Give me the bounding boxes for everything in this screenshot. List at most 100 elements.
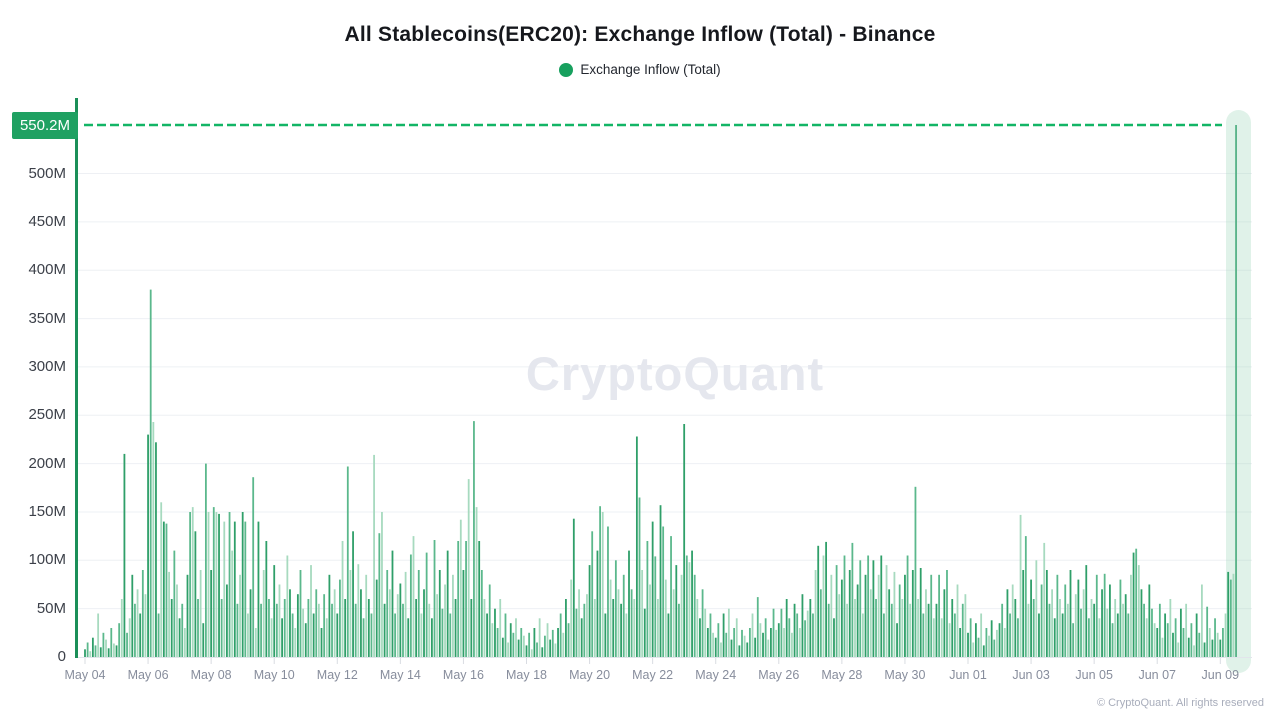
bar[interactable] — [425, 552, 428, 657]
bar[interactable] — [1080, 608, 1082, 657]
bar[interactable] — [262, 570, 265, 657]
bar[interactable] — [1164, 613, 1167, 658]
bar[interactable] — [275, 603, 278, 657]
bar[interactable] — [415, 599, 418, 657]
bar[interactable] — [141, 570, 144, 657]
bar[interactable] — [1156, 628, 1159, 657]
bar[interactable] — [1045, 570, 1048, 657]
bar[interactable] — [488, 584, 491, 658]
bar[interactable] — [360, 589, 362, 657]
bar[interactable] — [693, 574, 696, 657]
bar[interactable] — [299, 570, 302, 657]
bar[interactable] — [1040, 584, 1043, 658]
bar[interactable] — [1085, 565, 1088, 657]
bar[interactable] — [770, 628, 772, 657]
bar[interactable] — [1179, 608, 1182, 657]
bar[interactable] — [128, 618, 131, 657]
bar[interactable] — [825, 541, 827, 657]
bar[interactable] — [84, 649, 86, 657]
bar[interactable] — [932, 618, 935, 657]
bar[interactable] — [533, 628, 536, 657]
bar[interactable] — [197, 599, 199, 657]
bar[interactable] — [233, 521, 236, 657]
bar[interactable] — [1216, 632, 1219, 657]
bar[interactable] — [601, 512, 604, 657]
bar[interactable] — [646, 541, 649, 657]
bar[interactable] — [925, 589, 927, 657]
bar[interactable] — [1095, 574, 1098, 657]
bar[interactable] — [444, 584, 446, 658]
bar[interactable] — [391, 550, 394, 657]
bar[interactable] — [985, 628, 988, 657]
bar[interactable] — [515, 618, 517, 657]
bar[interactable] — [1027, 603, 1030, 657]
bar[interactable] — [622, 574, 625, 657]
bar[interactable] — [1211, 639, 1214, 657]
bar[interactable] — [291, 613, 294, 658]
bar[interactable] — [890, 603, 893, 657]
bar[interactable] — [102, 632, 105, 657]
bar[interactable] — [352, 531, 354, 657]
bar[interactable] — [901, 599, 904, 657]
bar[interactable] — [136, 589, 139, 657]
bar[interactable] — [935, 603, 938, 657]
bar[interactable] — [764, 618, 767, 657]
bar[interactable] — [775, 629, 778, 657]
bar[interactable] — [791, 632, 793, 657]
bar[interactable] — [1124, 594, 1127, 657]
bar[interactable] — [788, 618, 791, 657]
bar[interactable] — [1222, 628, 1224, 657]
bar[interactable] — [1174, 618, 1177, 657]
bar[interactable] — [927, 603, 930, 657]
bar[interactable] — [118, 623, 121, 657]
bar[interactable] — [178, 618, 181, 657]
bar[interactable] — [883, 613, 885, 658]
bar[interactable] — [431, 618, 433, 657]
bar[interactable] — [323, 594, 326, 657]
bar[interactable] — [289, 589, 291, 657]
bar[interactable] — [449, 613, 452, 658]
bar[interactable] — [557, 628, 559, 657]
bar[interactable] — [480, 570, 483, 657]
bar[interactable] — [869, 589, 872, 657]
bar[interactable] — [249, 589, 252, 657]
bar[interactable] — [783, 628, 785, 657]
bar[interactable] — [536, 642, 538, 658]
bar[interactable] — [325, 618, 328, 657]
bar[interactable] — [974, 623, 977, 657]
bar[interactable] — [1024, 536, 1027, 657]
bar[interactable] — [735, 618, 738, 657]
latest-bar[interactable] — [1235, 125, 1237, 657]
bar[interactable] — [247, 613, 249, 658]
bar[interactable] — [741, 629, 743, 657]
bar[interactable] — [1030, 579, 1032, 657]
bar[interactable] — [194, 531, 197, 657]
bar[interactable] — [846, 603, 849, 657]
bar[interactable] — [633, 599, 636, 657]
bar[interactable] — [607, 526, 609, 658]
bar[interactable] — [638, 497, 641, 658]
bar[interactable] — [880, 555, 883, 658]
bar[interactable] — [696, 599, 699, 657]
bar[interactable] — [1074, 594, 1077, 657]
bar[interactable] — [541, 647, 544, 657]
bar[interactable] — [840, 579, 843, 657]
bar[interactable] — [478, 541, 481, 657]
bar[interactable] — [1061, 613, 1064, 658]
bar[interactable] — [1148, 584, 1151, 658]
bar[interactable] — [123, 453, 126, 657]
bar[interactable] — [733, 628, 736, 657]
bar[interactable] — [1019, 514, 1022, 657]
bar[interactable] — [851, 542, 854, 657]
bar[interactable] — [793, 603, 796, 657]
bar[interactable] — [1151, 608, 1153, 657]
bar[interactable] — [252, 477, 255, 657]
bar[interactable] — [220, 599, 223, 657]
bar[interactable] — [617, 589, 620, 657]
bar[interactable] — [215, 512, 218, 657]
bar[interactable] — [333, 589, 336, 657]
bar[interactable] — [896, 623, 898, 657]
bar[interactable] — [554, 643, 557, 658]
bar[interactable] — [946, 570, 948, 657]
bar[interactable] — [998, 623, 1001, 657]
